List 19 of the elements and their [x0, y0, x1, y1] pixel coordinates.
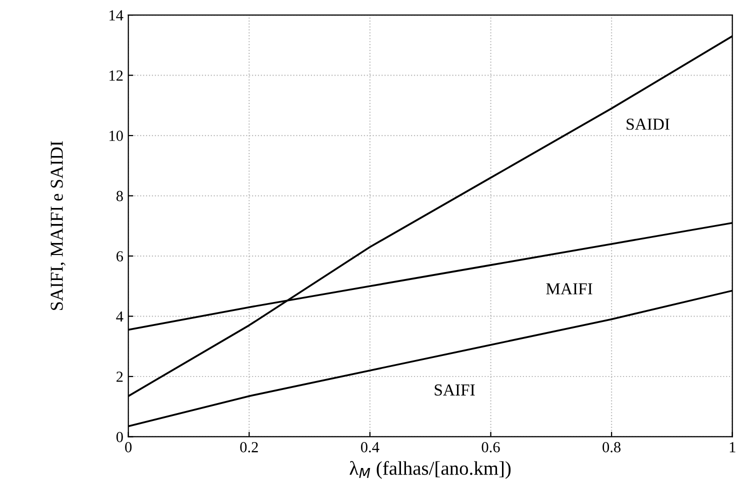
- y-tick-label: 10: [110, 130, 123, 141]
- x-tick-label: 0.4: [360, 442, 380, 452]
- y-tick-label: 4: [116, 312, 124, 322]
- y-tick-label: 0: [116, 432, 123, 442]
- series-label: SAIFI: [434, 384, 475, 396]
- y-tick-label: 14: [110, 10, 124, 20]
- x-axis-title: λ$_{M}$ (falhas/[ano.km]): [350, 461, 511, 479]
- y-tick-label: 8: [116, 190, 123, 202]
- y-tick-label: 2: [116, 372, 123, 382]
- y-axis-title: SAIFI, MAIFI e SAIDI: [50, 141, 66, 310]
- y-tick-label: 12: [110, 70, 123, 81]
- series-label: SAIDI: [626, 118, 670, 130]
- x-tick-label: 0.6: [482, 442, 500, 452]
- series-label: MAIFI: [546, 283, 592, 294]
- x-tick-label: 1: [730, 442, 736, 452]
- x-tick-label: 0.8: [602, 442, 621, 452]
- x-tick-label: 0.2: [240, 442, 258, 452]
- x-tick-label: 0: [125, 442, 132, 452]
- y-tick-label: 6: [116, 251, 124, 262]
